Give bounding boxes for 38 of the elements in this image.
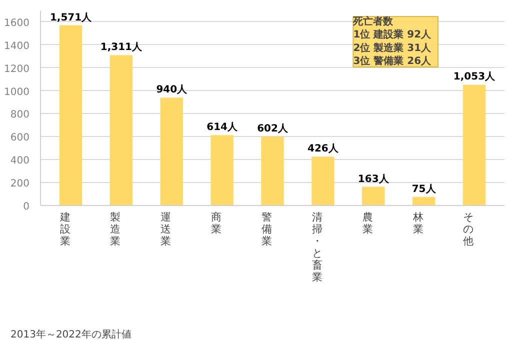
bar [362, 186, 385, 206]
x-tick-label: 製造業 [110, 210, 122, 248]
x-tick-label: 運送業 [160, 212, 172, 248]
annotation: 死亡者数 1位 建設業 92人 2位 製造業 31人 3位 警備業 26人 [352, 15, 432, 68]
x-tick-label: 建設業 [58, 210, 71, 248]
data-label: 75人 [412, 182, 437, 195]
bar [312, 156, 334, 206]
bar [59, 25, 82, 206]
data-label: 426人 [308, 142, 340, 155]
text: 2013年～2022年の累計値 [10, 328, 132, 340]
x-tick-label: 農業 [362, 210, 374, 236]
data-label: 1,571人 [50, 11, 93, 24]
x-tick-label: 林業 [412, 210, 424, 236]
y-tick-label: 0 [23, 202, 30, 212]
data-label: 602人 [257, 122, 289, 134]
x-tick-label: 警備業 [262, 212, 272, 248]
y-tick-label: 1600 [4, 18, 30, 29]
bar [210, 135, 234, 206]
y-tick-label: 600 [10, 132, 30, 144]
data-label: 1,311人 [100, 41, 144, 54]
bar [110, 55, 133, 206]
bar [261, 136, 284, 206]
y-tick-label: 1200 [4, 64, 30, 75]
bar [462, 84, 486, 206]
x-tick-label: 清掃・と畜業 [312, 210, 323, 284]
y-tick-label: 1400 [4, 40, 30, 52]
y-tick-label: 800 [10, 110, 30, 121]
y-tick-label: 1000 [4, 86, 30, 98]
y-tick-label: 200 [10, 178, 30, 190]
bar [160, 98, 183, 206]
x-tick-label: その他 [463, 212, 474, 248]
y-tick-label: 400 [10, 156, 30, 167]
data-label: 1,053人 [453, 70, 496, 83]
data-label: 163人 [358, 172, 390, 185]
bar [412, 196, 436, 206]
data-label: 614人 [206, 121, 238, 134]
data-label: 940人 [156, 84, 188, 96]
x-tick-label: 商業 [211, 210, 222, 236]
